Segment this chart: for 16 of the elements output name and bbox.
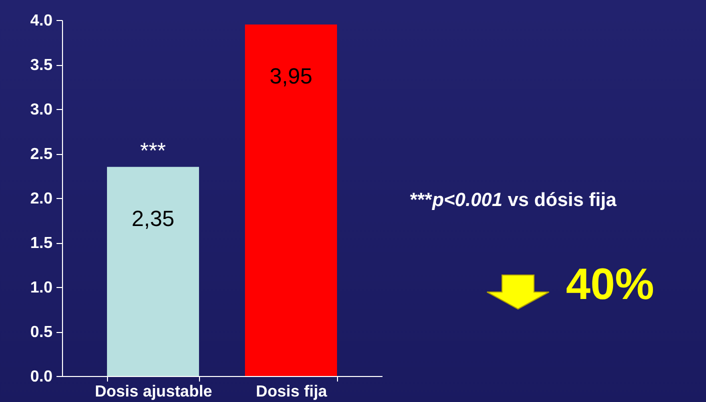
x-tick-label: Dosis ajustable: [94, 384, 212, 400]
y-tick-label: 2.0: [30, 190, 53, 208]
text: ***p<0.001 vs dósis fija: [410, 190, 616, 212]
y-tick-label: 0.0: [30, 368, 53, 386]
x-tick-label: Dosis fija: [256, 384, 328, 400]
y-tick-label: 1.5: [30, 235, 53, 252]
y-tick-label: 4.0: [30, 12, 53, 30]
data-label: 3,95: [270, 63, 312, 88]
annotation: ***: [140, 138, 166, 163]
y-tick-label: 2.5: [30, 146, 53, 163]
y-tick-label: 3.5: [30, 57, 53, 74]
text: 40%: [566, 260, 654, 310]
y-tick-label: 0.5: [30, 324, 53, 341]
y-tick-label: 1.0: [30, 280, 53, 296]
y-tick-label: 3.0: [30, 102, 53, 118]
data-label: 2,35: [132, 206, 174, 231]
